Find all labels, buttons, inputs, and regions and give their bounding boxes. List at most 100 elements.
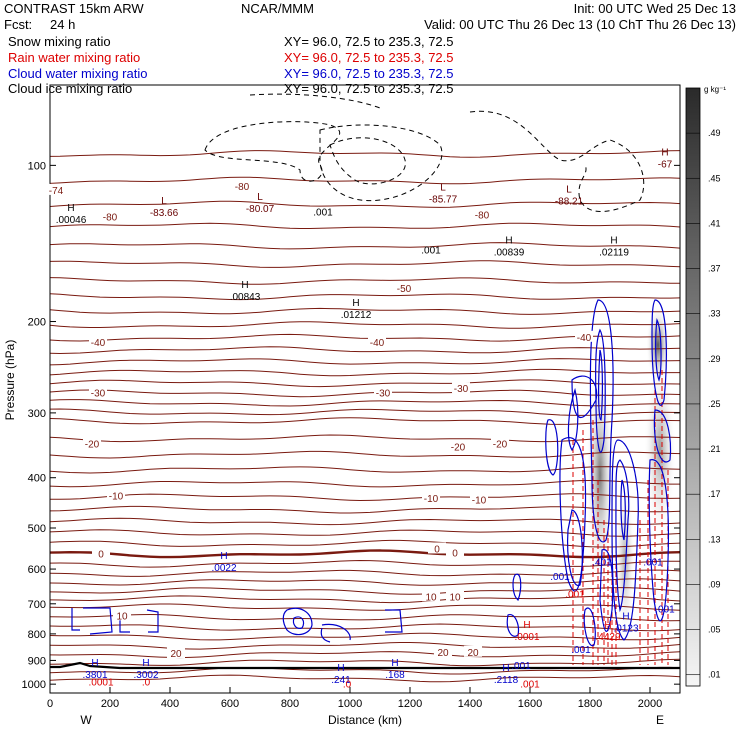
temperature-contour (50, 260, 680, 268)
temperature-contour (50, 642, 680, 650)
temperature-contour (50, 549, 680, 559)
temperature-label: 20 (467, 648, 479, 659)
temperature-label: 0 (434, 544, 440, 555)
temperature-contour (50, 505, 680, 514)
x-left-end-label: W (80, 713, 92, 727)
temperature-contour (50, 517, 680, 526)
temperature-contour (50, 277, 680, 285)
extremum-marker: L (440, 183, 446, 194)
temperature-contour (50, 346, 680, 355)
temperature-contour (50, 399, 680, 407)
x-tick-label: 200 (101, 698, 119, 710)
x-tick-label: 0 (47, 698, 53, 710)
colorbar-label: .33 (708, 309, 721, 319)
x-tick-label: 1000 (338, 698, 362, 710)
temperature-contour (50, 321, 680, 329)
extremum-value: .3002 (133, 670, 158, 681)
y-tick-label: 300 (28, 408, 46, 420)
temperature-contour (50, 603, 680, 611)
terrain-line (50, 661, 680, 670)
contour-value-label: .0 (343, 680, 352, 691)
temperature-contour (50, 358, 680, 366)
org-label: NCAR/MMM (241, 1, 314, 16)
temperature-label: -20 (85, 439, 100, 450)
extremum-value: .0001 (514, 632, 539, 643)
temperature-contour (50, 632, 680, 641)
temperature-contour (50, 222, 680, 229)
y-axis-title: Pressure (hPa) (3, 340, 17, 421)
extremum-value: -83.66 (150, 208, 179, 219)
temperature-contour (50, 539, 680, 548)
x-axis: 0 200 400 600 800 1000 1200 1400 1600 1800 2000 (47, 687, 662, 710)
colorbar-label: .21 (708, 444, 721, 454)
x-tick-label: 400 (161, 698, 179, 710)
y-tick-label: 700 (28, 599, 46, 611)
temperature-label: 0 (452, 549, 458, 560)
temperature-contour (50, 479, 680, 488)
y-tick-label: 1000 (22, 679, 46, 691)
temperature-contour (50, 569, 680, 577)
contour-value-label: .001 (511, 661, 531, 672)
temperature-contour (50, 242, 680, 250)
temperature-contour (50, 307, 680, 315)
temperature-contour (50, 434, 680, 443)
temperature-contour (50, 368, 680, 377)
extremum-marker: H (91, 658, 98, 669)
colorbar-label: .41 (708, 218, 721, 228)
extremum-value: -85.77 (429, 195, 458, 206)
extremum-marker: H (502, 663, 509, 674)
x-right-end-label: E (656, 713, 664, 727)
contour-value-label: .001 (313, 208, 333, 219)
colorbar-label: .09 (708, 579, 721, 589)
temperature-contour (50, 150, 680, 158)
extremum-marker: H (610, 236, 617, 247)
temperature-label: 20 (437, 648, 449, 659)
extremum-marker: L (257, 192, 263, 203)
temperature-contour (50, 587, 680, 595)
extremum-marker: H (142, 658, 149, 669)
extremum-value: .2118 (494, 675, 519, 686)
y-tick-label: 100 (28, 160, 46, 172)
field-xy: XY= 96.0, 72.5 to 235.3, 72.5 (284, 34, 454, 49)
extremum-value: .3801 (82, 670, 107, 681)
temperature-label: 10 (116, 611, 128, 622)
temperature-contour (50, 450, 680, 459)
x-tick-label: 800 (281, 698, 299, 710)
extremum-marker: H (604, 620, 611, 631)
x-tick-label: 1600 (518, 698, 542, 710)
extremum-value: -88.21 (555, 197, 584, 208)
contour-value-label: .0 (142, 677, 151, 688)
field-name: Cloud ice mixing ratio (8, 81, 132, 96)
extremum-value: .0022 (211, 563, 236, 574)
temperature-contour (50, 623, 680, 632)
extremum-marker: H (67, 203, 74, 214)
field-xy: XY= 96.0, 72.5 to 235.3, 72.5 (284, 66, 454, 81)
colorbar-label: .49 (708, 128, 721, 138)
x-tick-label: 600 (221, 698, 239, 710)
colorbar-label: .01 (708, 670, 721, 680)
extremum-marker: H (622, 612, 629, 623)
field-xy: XY= 96.0, 72.5 to 235.3, 72.5 (284, 81, 454, 96)
temperature-label: -10 (109, 492, 124, 503)
temperature-label: -40 (370, 338, 385, 349)
temperature-label: -30 (91, 388, 106, 399)
temperature-contours (50, 150, 680, 683)
extremum-marker: L (161, 196, 167, 207)
extremum-value: .168 (385, 670, 405, 681)
temperature-label: -20 (451, 443, 466, 454)
extremum-marker: H (220, 551, 227, 562)
temperature-contour (50, 493, 680, 502)
extremum-marker: H (337, 663, 344, 674)
contour-value-label: .401 (592, 557, 612, 568)
temperature-label: -80 (235, 182, 250, 193)
extremum-marker: H (241, 280, 248, 291)
extremum-value: .241 (331, 675, 351, 686)
contour-value-label: .001 (565, 589, 585, 600)
temperature-labels: -74 -80 -80 -80 -50 -40 -40 -40 -30 -30 -30 -20 -20 -… (47, 179, 593, 660)
colorbar-label: .25 (708, 399, 721, 409)
temperature-label: -40 (577, 333, 592, 344)
temperature-label: 10 (425, 592, 437, 603)
